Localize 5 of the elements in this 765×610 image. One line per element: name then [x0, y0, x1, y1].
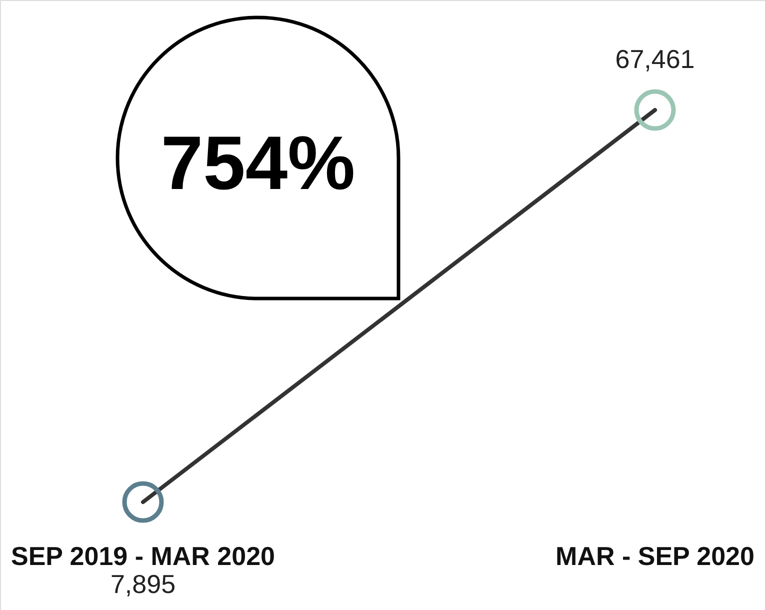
data-label: 67,461 [615, 44, 695, 74]
x-tick-label: SEP 2019 - MAR 2020 [11, 541, 275, 571]
annotation: 754% [160, 121, 356, 206]
data-label: 7,895 [110, 569, 176, 599]
x-tick-label: MAR - SEP 2020 [556, 541, 754, 571]
